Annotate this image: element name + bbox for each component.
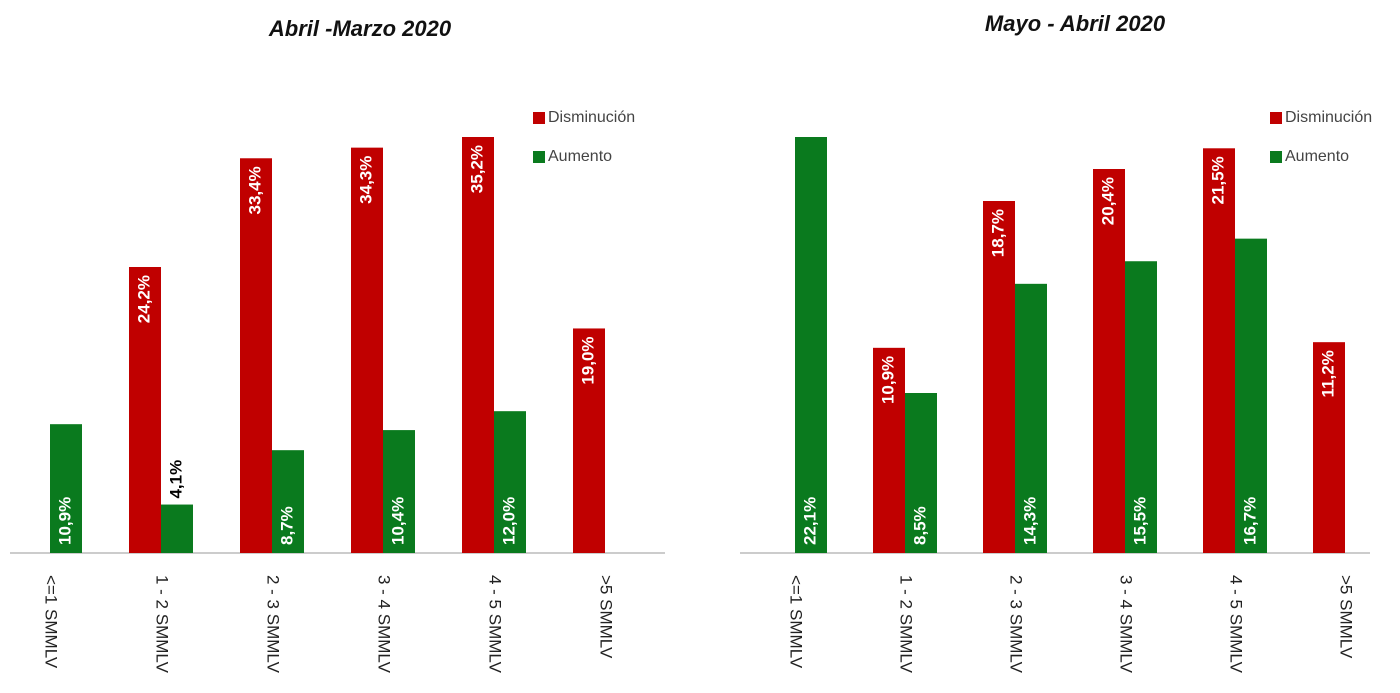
bar — [272, 450, 304, 553]
bar — [240, 158, 272, 554]
bar — [873, 347, 905, 553]
value-label: 35,2% — [467, 145, 486, 193]
x-tick-label: 3 - 4 SMMLV — [1117, 575, 1136, 674]
value-label: 34,3% — [356, 156, 375, 204]
legend-swatch — [533, 112, 545, 124]
value-label: 10,9% — [878, 356, 897, 404]
bar — [905, 393, 937, 553]
value-label: 22,1% — [800, 497, 819, 545]
x-tick-label: 3 - 4 SMMLV — [375, 575, 394, 674]
value-label: 11,2% — [1318, 350, 1337, 397]
chart-title: Abril -Marzo 2020 — [268, 16, 452, 41]
value-label: 19,0% — [578, 336, 597, 384]
legend-label: Disminución — [548, 109, 635, 126]
x-tick-label: 4 - 5 SMMLV — [486, 575, 505, 674]
bar — [161, 504, 193, 553]
bar — [1015, 283, 1047, 553]
legend-swatch — [1270, 151, 1282, 163]
legend-swatch — [1270, 112, 1282, 124]
value-label: 18,7% — [988, 209, 1007, 257]
value-label: 4,1% — [166, 460, 185, 499]
bar — [983, 201, 1015, 553]
value-label: 8,5% — [910, 506, 929, 545]
x-tick-label: 2 - 3 SMMLV — [264, 575, 283, 674]
bar — [50, 424, 82, 553]
bar — [1235, 238, 1267, 553]
bar — [573, 328, 605, 553]
value-label: 12,0% — [499, 497, 518, 545]
value-label: 10,4% — [388, 497, 407, 545]
bar — [1313, 342, 1345, 553]
legend-label: Aumento — [548, 148, 612, 165]
value-label: 33,4% — [245, 166, 264, 214]
legend-swatch — [533, 151, 545, 163]
value-label: 20,4% — [1098, 177, 1117, 225]
bar — [1125, 261, 1157, 553]
value-label: 15,5% — [1130, 497, 1149, 545]
value-label: 16,7% — [1240, 497, 1259, 545]
bar — [351, 147, 383, 554]
x-tick-label: >5 SMMLV — [1337, 575, 1356, 659]
x-tick-label: 4 - 5 SMMLV — [1227, 575, 1246, 674]
chart-title: Mayo - Abril 2020 — [985, 11, 1166, 36]
x-tick-label: <=1 SMMLV — [787, 575, 806, 669]
bar — [129, 267, 161, 553]
x-tick-label: 1 - 2 SMMLV — [153, 575, 172, 674]
x-tick-label: 2 - 3 SMMLV — [1007, 575, 1026, 674]
legend-label: Disminución — [1285, 109, 1372, 126]
value-label: 8,7% — [277, 506, 296, 545]
x-tick-label: >5 SMMLV — [597, 575, 616, 659]
bar — [1093, 169, 1125, 553]
bar — [462, 137, 494, 553]
bar — [1203, 148, 1235, 553]
bar — [795, 137, 827, 553]
x-tick-label: 1 - 2 SMMLV — [897, 575, 916, 674]
value-label: 14,3% — [1020, 497, 1039, 545]
bar — [494, 411, 526, 553]
value-label: 24,2% — [134, 275, 153, 323]
legend-label: Aumento — [1285, 148, 1349, 165]
value-label: 10,9% — [55, 497, 74, 545]
x-tick-label: <=1 SMMLV — [42, 575, 61, 669]
bar — [383, 430, 415, 553]
value-label: 21,5% — [1208, 156, 1227, 204]
